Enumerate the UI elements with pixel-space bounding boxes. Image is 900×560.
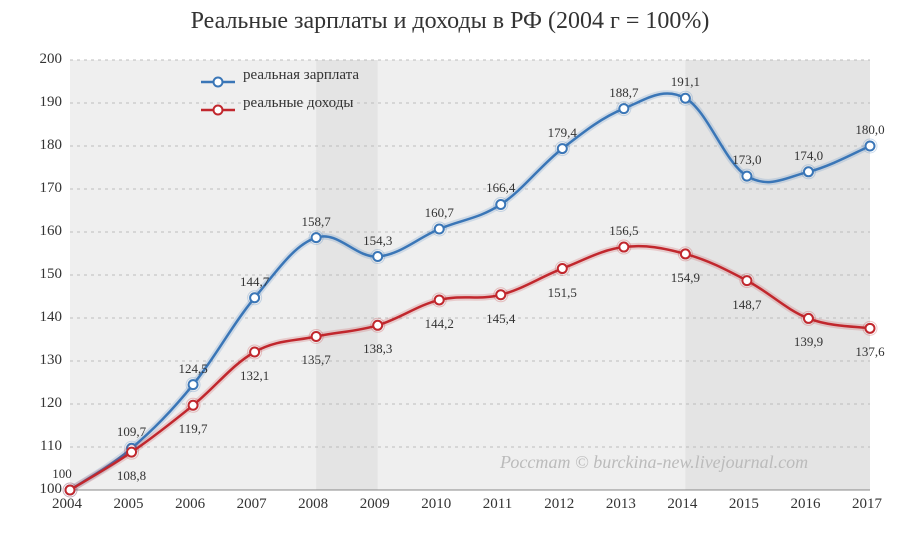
- data-label: 156,5: [609, 223, 638, 239]
- data-label: 135,7: [302, 352, 331, 368]
- x-tick-label: 2014: [667, 496, 697, 513]
- x-tick-label: 2004: [52, 496, 82, 513]
- chart-legend: реальная зарплата реальные доходы: [200, 60, 402, 118]
- y-tick-label: 130: [32, 352, 62, 369]
- x-tick-label: 2011: [483, 496, 512, 513]
- data-label: 119,7: [179, 421, 208, 437]
- y-tick-label: 170: [32, 180, 62, 197]
- data-label: 158,7: [302, 214, 331, 230]
- x-tick-label: 2012: [544, 496, 574, 513]
- data-label: 132,1: [240, 368, 269, 384]
- y-tick-label: 180: [32, 137, 62, 154]
- legend-label: реальная зарплата: [243, 67, 359, 84]
- data-label: 166,4: [486, 180, 515, 196]
- y-tick-label: 200: [32, 51, 62, 68]
- legend-item: реальные доходы: [201, 89, 401, 117]
- data-label: 174,0: [794, 148, 823, 164]
- y-tick-label: 120: [32, 395, 62, 412]
- x-tick-label: 2017: [852, 496, 882, 513]
- data-label: 191,1: [671, 74, 700, 90]
- x-tick-label: 2005: [114, 496, 144, 513]
- x-tick-label: 2015: [729, 496, 759, 513]
- y-tick-label: 140: [32, 309, 62, 326]
- data-label: 154,3: [363, 233, 392, 249]
- data-label: 138,3: [363, 341, 392, 357]
- x-tick-label: 2013: [606, 496, 636, 513]
- y-tick-label: 190: [32, 94, 62, 111]
- data-label: 144,2: [425, 316, 454, 332]
- x-tick-label: 2016: [790, 496, 820, 513]
- data-label: 180,0: [855, 122, 884, 138]
- chart-container: Реальные зарплаты и доходы в РФ (2004 г …: [0, 0, 900, 560]
- x-tick-label: 2010: [421, 496, 451, 513]
- legend-label: реальные доходы: [243, 95, 353, 112]
- x-tick-label: 2008: [298, 496, 328, 513]
- data-label: 179,4: [548, 125, 577, 141]
- data-label: 139,9: [794, 334, 823, 350]
- data-label: 145,4: [486, 311, 515, 327]
- data-label: 188,7: [609, 85, 638, 101]
- legend-item: реальная зарплата: [201, 61, 401, 89]
- data-label: 151,5: [548, 285, 577, 301]
- source-text: Росстат © burckina-new.livejournal.com: [500, 452, 808, 473]
- data-label: 160,7: [425, 205, 454, 221]
- data-label: 144,7: [240, 274, 269, 290]
- chart-title: Реальные зарплаты и доходы в РФ (2004 г …: [0, 8, 900, 35]
- data-label: 173,0: [732, 152, 761, 168]
- data-label: 108,8: [117, 468, 146, 484]
- y-tick-label: 110: [32, 438, 62, 455]
- x-tick-label: 2009: [360, 496, 390, 513]
- y-tick-label: 150: [32, 266, 62, 283]
- data-label: 109,7: [117, 424, 146, 440]
- x-tick-label: 2007: [237, 496, 267, 513]
- x-tick-label: 2006: [175, 496, 205, 513]
- data-label: 137,6: [855, 344, 884, 360]
- y-tick-label: 160: [32, 223, 62, 240]
- data-label: 148,7: [732, 297, 761, 313]
- chart-plot: [60, 50, 880, 520]
- data-label: 154,9: [671, 270, 700, 286]
- data-label: 124,5: [178, 361, 207, 377]
- data-label: 100: [52, 466, 72, 482]
